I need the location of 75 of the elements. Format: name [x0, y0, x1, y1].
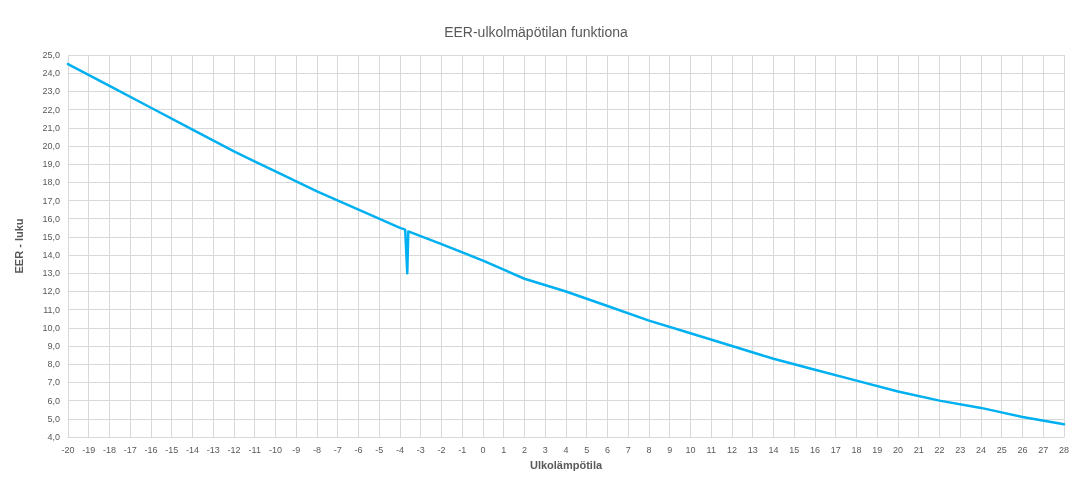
- x-tick-label: -8: [312, 444, 322, 455]
- x-tick-label: 27: [1038, 444, 1049, 455]
- x-tick-label: -7: [333, 444, 342, 455]
- x-tick-label: -13: [206, 444, 220, 455]
- x-tick-label: -11: [248, 444, 261, 455]
- x-tick-label: -12: [227, 444, 241, 455]
- y-tick-label: 23,0: [42, 86, 60, 97]
- x-tick-label: 12: [726, 444, 737, 455]
- y-tick-label: 10,0: [42, 322, 60, 333]
- y-tick-label: 19,0: [42, 159, 60, 170]
- y-axis-title: EER - luku: [12, 218, 25, 274]
- x-tick-label: 26: [1017, 444, 1028, 455]
- x-tick-label: 15: [789, 444, 800, 455]
- x-tick-label: -2: [437, 444, 446, 455]
- x-tick-label: -17: [123, 444, 137, 455]
- y-tick-label: 8,0: [47, 359, 60, 370]
- y-tick-label: 7,0: [47, 377, 60, 388]
- y-tick-label: 20,0: [42, 140, 60, 151]
- x-tick-label: 25: [996, 444, 1007, 455]
- x-tick-label: -6: [354, 444, 363, 455]
- x-tick-label: 0: [480, 444, 486, 455]
- y-tick-label: 14,0: [42, 250, 60, 261]
- x-tick-label: 19: [872, 444, 883, 455]
- y-tick-label: 21,0: [42, 122, 60, 133]
- x-tick-label: -18: [102, 444, 117, 455]
- x-tick-label: -3: [416, 444, 425, 455]
- x-tick-label: 24: [975, 444, 986, 455]
- x-tick-label: 4: [563, 444, 569, 455]
- x-tick-label: 11: [706, 444, 716, 455]
- x-tick-label: 17: [830, 444, 841, 455]
- y-tick-label: 22,0: [42, 104, 60, 115]
- y-tick-label: 18,0: [42, 177, 60, 188]
- x-tick-label: -10: [268, 444, 283, 455]
- chart-title: EER-ulkolmäpötilan funktiona: [444, 24, 629, 40]
- x-tick-label: 6: [604, 444, 610, 455]
- y-tick-label: 15,0: [42, 231, 60, 242]
- x-tick-label: 14: [768, 444, 779, 455]
- x-tick-label: 20: [892, 444, 903, 455]
- x-tick-label: 10: [685, 444, 696, 455]
- x-tick-label: 22: [934, 444, 945, 455]
- x-tick-label: 18: [851, 444, 862, 455]
- line-series: [66, 62, 1066, 426]
- x-tick-label: -1: [458, 444, 467, 455]
- x-tick-label: 1: [501, 444, 507, 455]
- x-tick-label: 23: [955, 444, 966, 455]
- x-tick-label: -15: [165, 444, 179, 455]
- x-tick-label: -5: [375, 444, 384, 455]
- y-tick-label: 13,0: [42, 268, 60, 279]
- x-tick-label: -9: [292, 444, 301, 455]
- x-tick-label: 3: [542, 444, 548, 455]
- y-tick-label: 12,0: [42, 286, 60, 297]
- x-tick-label: 7: [625, 444, 631, 455]
- y-tick-label: 9,0: [47, 341, 60, 352]
- y-tick-label: 16,0: [42, 213, 60, 224]
- y-tick-label: 25,0: [42, 50, 60, 60]
- x-tick-label: 16: [809, 444, 820, 455]
- y-tick-label: 5,0: [47, 413, 60, 424]
- x-tick-label: 9: [667, 444, 673, 455]
- x-tick-label: 28: [1058, 444, 1069, 455]
- y-tick-label: 6,0: [47, 395, 60, 406]
- x-tick-label: -19: [82, 444, 96, 455]
- x-tick-label: -16: [144, 444, 158, 455]
- x-tick-label: -4: [395, 444, 405, 455]
- x-tick-label: 5: [584, 444, 590, 455]
- y-tick-label: 4,0: [47, 432, 60, 442]
- y-tick-label: 24,0: [42, 68, 60, 79]
- x-tick-label: 21: [913, 444, 924, 455]
- x-tick-label: -14: [185, 444, 200, 455]
- y-tick-label: 17,0: [42, 195, 60, 206]
- x-tick-label: -20: [61, 444, 75, 455]
- x-tick-label: 2: [521, 444, 528, 455]
- y-tick-label: 11,0: [43, 304, 60, 315]
- x-tick-label: 13: [747, 444, 758, 455]
- x-tick-label: 8: [646, 444, 652, 455]
- x-axis-title: Ulkolämpötila: [529, 458, 603, 471]
